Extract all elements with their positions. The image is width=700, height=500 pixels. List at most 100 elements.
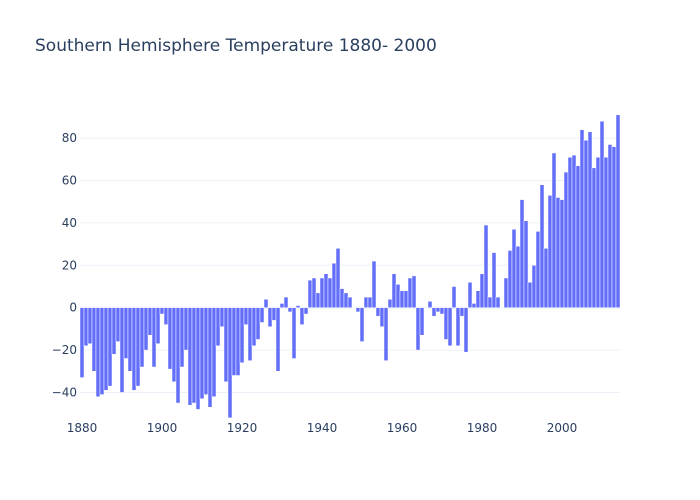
bar bbox=[199, 307, 205, 400]
bar bbox=[315, 292, 321, 308]
y-tick-label: 20 bbox=[62, 258, 77, 272]
bar bbox=[503, 277, 509, 308]
bar bbox=[419, 307, 425, 336]
bar bbox=[543, 248, 549, 308]
bar bbox=[323, 273, 329, 308]
bar bbox=[411, 275, 417, 308]
bar bbox=[535, 231, 541, 308]
bar bbox=[387, 298, 393, 308]
bar bbox=[295, 305, 301, 308]
x-tick-label: 1960 bbox=[387, 421, 418, 435]
bar bbox=[399, 290, 405, 308]
bar bbox=[255, 307, 261, 340]
y-tick-label: −40 bbox=[52, 385, 77, 399]
x-tick-label: 1920 bbox=[227, 421, 258, 435]
bar bbox=[447, 307, 453, 347]
y-tick-label: 40 bbox=[62, 216, 77, 230]
bar bbox=[611, 146, 617, 308]
bar bbox=[403, 290, 409, 308]
bar bbox=[291, 307, 297, 359]
bar bbox=[179, 307, 185, 368]
x-tick-label: 2000 bbox=[547, 421, 578, 435]
bar bbox=[495, 296, 501, 308]
bar bbox=[443, 307, 449, 340]
bar bbox=[123, 307, 129, 359]
bar bbox=[79, 307, 85, 378]
bar bbox=[407, 277, 413, 308]
bar bbox=[219, 307, 225, 328]
bar bbox=[591, 167, 597, 308]
bar bbox=[187, 307, 193, 406]
bar bbox=[395, 284, 401, 308]
y-tick-label: 80 bbox=[62, 131, 77, 145]
bar bbox=[455, 307, 461, 347]
bar bbox=[439, 307, 445, 315]
bar bbox=[307, 279, 313, 308]
bar bbox=[539, 184, 545, 308]
bar bbox=[251, 307, 257, 347]
chart-title: Southern Hemisphere Temperature 1880- 20… bbox=[35, 36, 437, 56]
bar bbox=[375, 307, 381, 317]
bar bbox=[195, 307, 201, 410]
bar bbox=[607, 144, 613, 308]
bar bbox=[367, 296, 373, 308]
bar bbox=[555, 197, 561, 308]
bar bbox=[415, 307, 421, 351]
bar bbox=[515, 245, 521, 308]
bar bbox=[431, 307, 437, 317]
bar bbox=[335, 248, 341, 308]
bar bbox=[463, 307, 469, 353]
bar bbox=[235, 307, 241, 376]
x-tick-label: 1880 bbox=[67, 421, 98, 435]
bar bbox=[139, 307, 145, 368]
bar bbox=[107, 307, 113, 387]
bar bbox=[343, 292, 349, 308]
bar bbox=[159, 307, 165, 315]
bar bbox=[331, 262, 337, 308]
bar bbox=[551, 152, 557, 308]
bar bbox=[243, 307, 249, 325]
y-tick-label: 0 bbox=[69, 301, 77, 315]
bar bbox=[263, 298, 269, 308]
bar bbox=[339, 288, 345, 308]
bar bbox=[115, 307, 121, 342]
bar bbox=[91, 307, 97, 372]
bar bbox=[103, 307, 109, 391]
bar bbox=[119, 307, 125, 393]
bar bbox=[223, 307, 229, 383]
bar bbox=[583, 140, 589, 308]
bar bbox=[131, 307, 137, 391]
bar bbox=[595, 156, 601, 308]
bars bbox=[79, 114, 621, 419]
bar bbox=[359, 307, 365, 342]
bar bbox=[111, 307, 117, 355]
bar bbox=[163, 307, 169, 325]
bar bbox=[427, 301, 433, 308]
bar bbox=[567, 156, 573, 308]
bar bbox=[519, 199, 525, 308]
bar bbox=[127, 307, 133, 372]
bar bbox=[459, 307, 465, 317]
bar bbox=[83, 307, 89, 347]
y-tick-labels: −40 −20 0 20 40 60 80 bbox=[52, 131, 77, 399]
bar bbox=[471, 303, 477, 308]
bar bbox=[355, 307, 361, 313]
bar bbox=[451, 286, 457, 308]
bar bbox=[423, 307, 429, 309]
bar bbox=[191, 307, 197, 404]
bar bbox=[95, 307, 101, 397]
bar bbox=[467, 282, 473, 308]
bar bbox=[383, 307, 389, 361]
bar bbox=[487, 296, 493, 308]
x-tick-label: 1940 bbox=[307, 421, 338, 435]
bar bbox=[87, 307, 93, 344]
bar bbox=[247, 307, 253, 361]
bar bbox=[559, 199, 565, 308]
bar bbox=[527, 282, 533, 308]
bar bbox=[347, 296, 353, 308]
bar bbox=[215, 307, 221, 347]
bar bbox=[171, 307, 177, 383]
bar bbox=[351, 307, 357, 309]
bar bbox=[283, 296, 289, 308]
bar bbox=[303, 307, 309, 315]
